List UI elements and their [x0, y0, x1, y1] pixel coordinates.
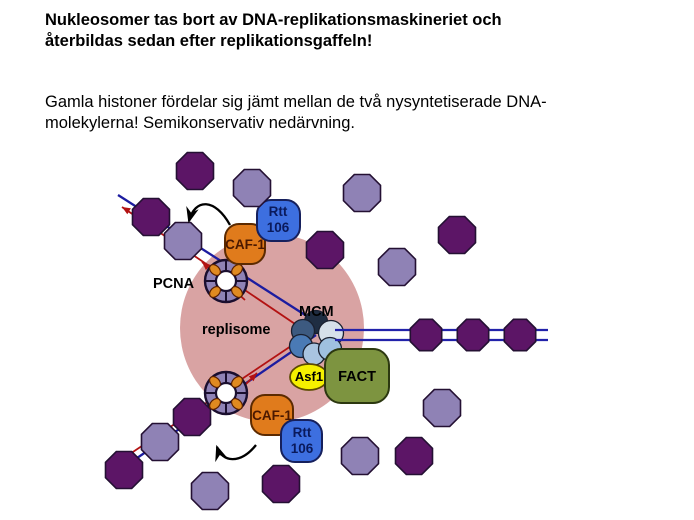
svg-text:106: 106: [291, 441, 314, 456]
svg-text:CAF-1: CAF-1: [225, 237, 265, 252]
svg-text:Rtt: Rtt: [293, 425, 312, 440]
svg-text:replisome: replisome: [202, 322, 271, 338]
svg-text:CAF-1: CAF-1: [252, 408, 292, 423]
svg-text:Asf1: Asf1: [295, 369, 323, 384]
svg-text:Rtt: Rtt: [269, 204, 288, 219]
svg-text:106: 106: [267, 220, 290, 235]
svg-text:PCNA: PCNA: [153, 276, 195, 292]
svg-text:FACT: FACT: [338, 369, 376, 385]
svg-text:MCM: MCM: [299, 304, 334, 320]
